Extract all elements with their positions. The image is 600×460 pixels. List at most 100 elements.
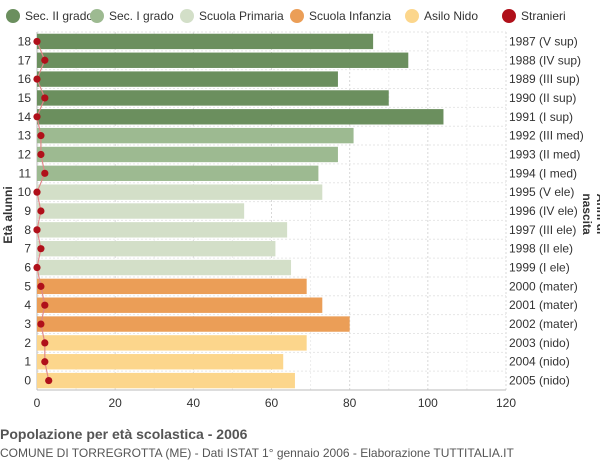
legend-label: Scuola Primaria: [199, 9, 284, 23]
age-tick-label: 6: [24, 261, 31, 275]
chart-subtitle: COMUNE DI TORREGROTTA (ME) - Dati ISTAT …: [0, 446, 514, 460]
legend-item: Sec. I grado: [90, 6, 174, 26]
age-tick-label: 12: [18, 147, 32, 161]
birth-tick-label: 1989 (III sup): [509, 72, 580, 86]
stranieri-point: [37, 245, 45, 253]
stranieri-point: [33, 75, 41, 83]
birth-tick-label: 1987 (V sup): [509, 34, 578, 48]
age-tick-label: 5: [24, 279, 31, 293]
bar-age-2: [37, 335, 307, 351]
age-tick-label: 13: [18, 129, 32, 143]
x-tick-label: 40: [187, 396, 201, 410]
bar-age-10: [37, 184, 323, 200]
age-tick-label: 8: [24, 223, 31, 237]
x-tick-label: 80: [343, 396, 357, 410]
age-tick-label: 4: [24, 298, 31, 312]
legend-label: Scuola Infanzia: [309, 9, 392, 23]
y-axis-label-left: Età alunni: [1, 186, 15, 244]
legend-item: Stranieri: [502, 6, 566, 26]
bar-age-13: [37, 127, 354, 144]
birth-tick-label: 1996 (IV ele): [509, 204, 578, 218]
stranieri-line-group: [33, 37, 53, 385]
bar-age-3: [37, 316, 350, 332]
stranieri-point: [41, 94, 49, 102]
bar-age-11: [37, 165, 319, 182]
bar-age-8: [37, 222, 288, 238]
birth-tick-label: 2001 (mater): [509, 298, 578, 312]
bar-age-6: [37, 259, 292, 276]
legend-swatch: [90, 9, 104, 23]
x-tick-label: 20: [108, 396, 122, 410]
age-tick-label: 16: [18, 72, 32, 86]
chart-legend: Sec. II grado Sec. I grado Scuola Primaria…: [0, 6, 600, 26]
legend-swatch: [405, 9, 419, 23]
legend-label: Sec. I grado: [109, 9, 174, 23]
x-tick-label: 100: [418, 396, 438, 410]
stranieri-point: [33, 263, 41, 272]
birth-tick-label: 1992 (III med): [509, 129, 584, 143]
age-tick-label: 0: [24, 374, 31, 388]
bar-age-0: [37, 372, 295, 389]
stranieri-point: [37, 320, 45, 328]
age-tick-label: 10: [18, 185, 32, 199]
bar-age-16: [37, 71, 338, 87]
bar-age-18: [37, 33, 374, 50]
stranieri-point: [33, 37, 41, 46]
age-tick-label: 11: [19, 166, 32, 180]
bar-age-17: [37, 52, 409, 68]
bar-age-12: [37, 146, 338, 163]
birth-tick-label: 1995 (V ele): [509, 185, 574, 199]
legend-item: Scuola Infanzia: [290, 6, 391, 26]
stranieri-point: [41, 358, 49, 366]
stranieri-point: [33, 226, 41, 234]
age-tick-label: 7: [24, 242, 31, 256]
legend-label: Stranieri: [521, 9, 566, 23]
birth-tick-label: 1999 (I ele): [509, 261, 570, 275]
stranieri-point: [41, 169, 49, 177]
legend-item: Scuola Primaria: [180, 6, 284, 26]
birth-tick-label: 1998 (II ele): [509, 242, 573, 256]
age-tick-label: 2: [24, 336, 31, 350]
birth-tick-label: 1991 (I sup): [509, 110, 573, 124]
legend-item: Asilo Nido: [405, 6, 478, 26]
bar-age-4: [37, 297, 323, 313]
birth-tick-label: 1988 (IV sup): [509, 53, 581, 67]
birth-tick-label: 2002 (mater): [509, 317, 578, 331]
birth-year-tick-labels: 1987 (V sup) 1988 (IV sup) 1989 (III sup) 1…: [509, 34, 584, 387]
age-tick-label: 17: [18, 53, 32, 67]
age-tick-label: 9: [24, 204, 31, 218]
bar-age-15: [37, 90, 389, 106]
birth-tick-label: 1993 (II med): [509, 147, 580, 161]
bar-age-7: [37, 240, 276, 257]
y-axis-label-right: Anni di nascita: [580, 193, 600, 235]
stranieri-point: [37, 282, 45, 290]
legend-swatch: [6, 9, 20, 23]
age-tick-label: 18: [18, 34, 32, 48]
x-tick-labels: 0 20 40 60 80 100 120: [34, 396, 517, 410]
birth-tick-label: 2003 (nido): [509, 336, 570, 350]
bar-age-14: [37, 109, 444, 125]
birth-tick-label: 2000 (mater): [509, 279, 578, 293]
legend-item: Sec. II grado: [6, 6, 93, 26]
stranieri-point: [37, 132, 45, 140]
bars-group: [37, 33, 444, 389]
birth-tick-label: 1994 (I med): [509, 166, 577, 180]
legend-label: Sec. II grado: [25, 9, 94, 23]
stranieri-point: [37, 207, 45, 215]
bar-age-1: [37, 354, 284, 370]
age-tick-label: 1: [24, 355, 31, 369]
age-tick-label: 15: [18, 91, 32, 105]
bar-age-5: [37, 278, 307, 295]
birth-tick-label: 1990 (II sup): [509, 91, 576, 105]
stranieri-point: [41, 301, 49, 309]
legend-swatch: [502, 9, 516, 23]
stranieri-point: [45, 376, 53, 385]
x-tick-label: 60: [265, 396, 279, 410]
stranieri-point: [41, 56, 49, 64]
x-tick-label: 0: [34, 396, 41, 410]
chart-title: Popolazione per età scolastica - 2006: [0, 426, 248, 442]
stranieri-point: [33, 188, 41, 196]
legend-swatch: [180, 9, 194, 23]
